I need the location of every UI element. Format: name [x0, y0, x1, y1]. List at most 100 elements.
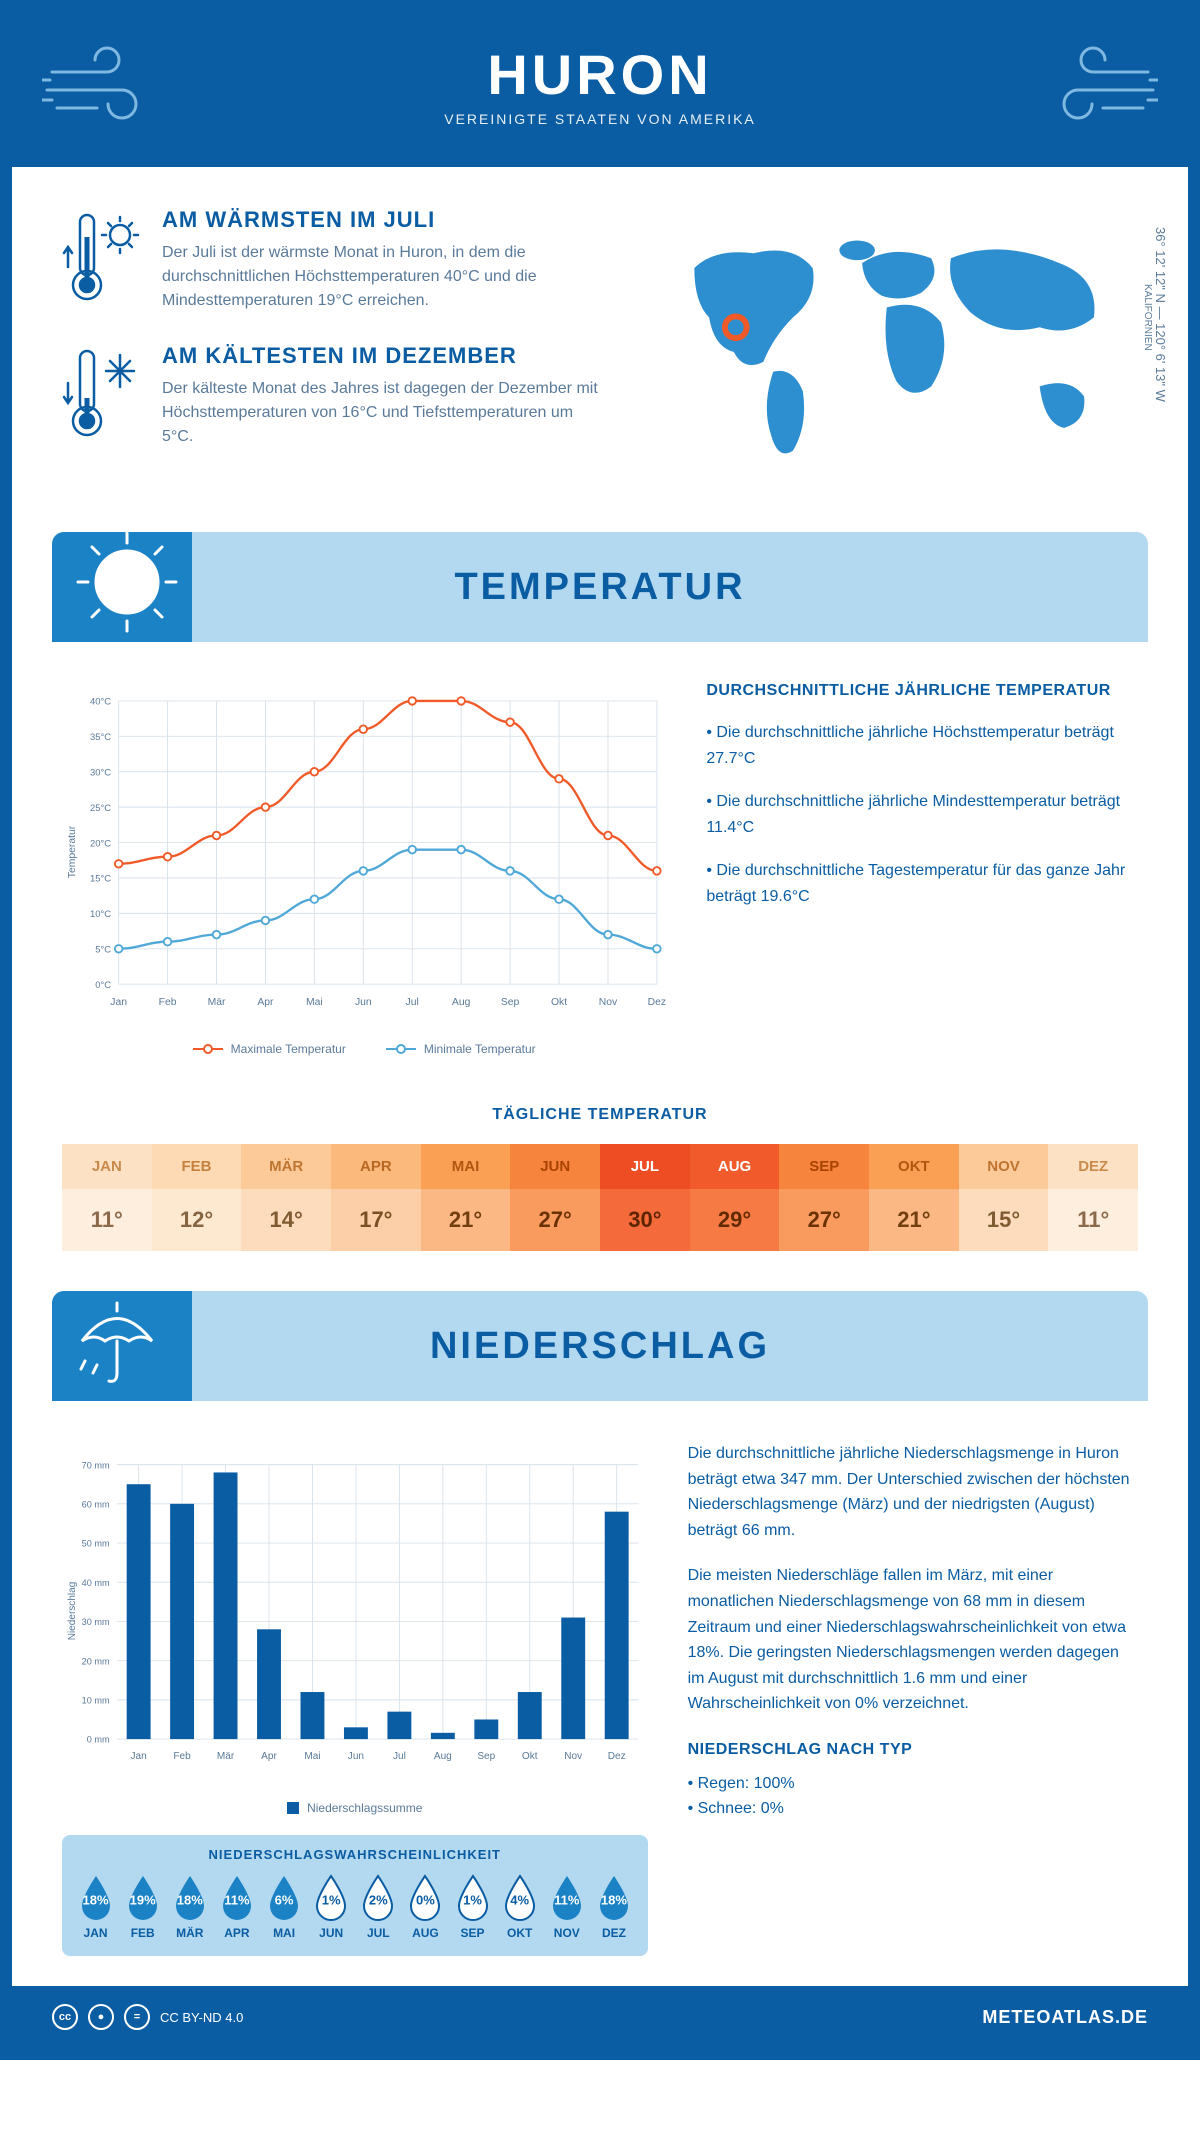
daily-cell: FEB12° — [152, 1144, 242, 1251]
page-subtitle: VEREINIGTE STAATEN VON AMERIKA — [32, 111, 1168, 127]
fact-title: AM WÄRMSTEN IM JULI — [162, 207, 605, 233]
svg-text:Sep: Sep — [477, 1751, 495, 1762]
nd-icon: = — [124, 2004, 150, 2030]
daily-cell: JUN27° — [510, 1144, 600, 1251]
daily-cell: JUL30° — [600, 1144, 690, 1251]
svg-text:Nov: Nov — [564, 1751, 582, 1762]
probability-cell: 2% JUL — [355, 1874, 402, 1940]
temp-legend: .legend-line[style*='f05a28']::before{bo… — [62, 1042, 666, 1056]
precipitation-left: 0 mm10 mm20 mm30 mm40 mm50 mm60 mm70 mmJ… — [62, 1441, 648, 1956]
svg-text:20 mm: 20 mm — [82, 1656, 110, 1666]
coordinates: 36° 12' 12" N — 120° 6' 13" W KALIFORNIE… — [1142, 227, 1168, 402]
svg-text:40 mm: 40 mm — [82, 1578, 110, 1588]
svg-text:Mai: Mai — [304, 1751, 320, 1762]
precipitation-header: NIEDERSCHLAG — [52, 1291, 1148, 1401]
fact-text: Der Juli ist der wärmste Monat in Huron,… — [162, 241, 605, 313]
raindrop-icon: 18% — [76, 1874, 116, 1922]
daily-temp-title: TÄGLICHE TEMPERATUR — [12, 1106, 1188, 1124]
svg-text:35°C: 35°C — [90, 732, 111, 743]
probability-cell: 6% MAI — [261, 1874, 308, 1940]
raindrop-icon: 11% — [547, 1874, 587, 1922]
map-column: 36° 12' 12" N — 120° 6' 13" W KALIFORNIE… — [645, 207, 1138, 492]
thermometer-snow-icon — [62, 343, 142, 443]
precip-legend: Niederschlagssumme — [62, 1801, 648, 1815]
raindrop-icon: 0% — [405, 1874, 445, 1922]
precip-type-row: • Schnee: 0% — [688, 1796, 1138, 1822]
daily-cell: OKT21° — [869, 1144, 959, 1251]
probability-cell: 1% SEP — [449, 1874, 496, 1940]
svg-text:5°C: 5°C — [95, 945, 111, 956]
probability-cell: 11% NOV — [543, 1874, 590, 1940]
sun-icon — [52, 532, 192, 642]
svg-text:Mai: Mai — [306, 997, 323, 1008]
svg-text:Sep: Sep — [501, 997, 520, 1008]
svg-text:Jul: Jul — [393, 1751, 406, 1762]
fact-coldest: AM KÄLTESTEN IM DEZEMBER Der kälteste Mo… — [62, 343, 605, 449]
raindrop-icon: 2% — [358, 1874, 398, 1922]
svg-text:40°C: 40°C — [90, 697, 111, 708]
raindrop-icon: 4% — [500, 1874, 540, 1922]
legend-min: Minimale Temperatur — [424, 1042, 536, 1056]
svg-text:Mär: Mär — [208, 997, 226, 1008]
svg-text:70 mm: 70 mm — [82, 1460, 110, 1470]
daily-cell: SEP27° — [779, 1144, 869, 1251]
svg-text:60 mm: 60 mm — [82, 1499, 110, 1509]
cc-icon: cc — [52, 2004, 78, 2030]
thermometer-sun-icon — [62, 207, 142, 307]
probability-title: NIEDERSCHLAGSWAHRSCHEINLICHKEIT — [72, 1847, 638, 1862]
svg-text:30 mm: 30 mm — [82, 1617, 110, 1627]
svg-text:25°C: 25°C — [90, 803, 111, 814]
svg-text:Feb: Feb — [159, 997, 177, 1008]
svg-text:Temperatur: Temperatur — [67, 825, 78, 878]
fact-title: AM KÄLTESTEN IM DEZEMBER — [162, 343, 605, 369]
temperature-body: 0°C5°C10°C15°C20°C25°C30°C35°C40°CJanFeb… — [12, 642, 1188, 1076]
daily-cell: NOV15° — [959, 1144, 1049, 1251]
license-text: CC BY-ND 4.0 — [160, 2010, 243, 2025]
svg-text:Jan: Jan — [110, 997, 127, 1008]
world-map-icon — [645, 207, 1138, 487]
raindrop-icon: 6% — [264, 1874, 304, 1922]
summary-bullet: • Die durchschnittliche jährliche Höchst… — [706, 720, 1138, 771]
svg-text:Jul: Jul — [406, 997, 419, 1008]
svg-text:Dez: Dez — [608, 1751, 626, 1762]
header: HURON VEREINIGTE STAATEN VON AMERIKA — [12, 12, 1188, 167]
legend-max: Maximale Temperatur — [231, 1042, 346, 1056]
svg-text:Apr: Apr — [257, 997, 274, 1008]
raindrop-icon: 18% — [594, 1874, 634, 1922]
fact-warmest: AM WÄRMSTEN IM JULI Der Juli ist der wär… — [62, 207, 605, 313]
svg-text:0°C: 0°C — [95, 980, 111, 991]
svg-text:Jun: Jun — [355, 997, 372, 1008]
legend-precip: Niederschlagssumme — [307, 1801, 422, 1815]
probability-cell: 11% APR — [213, 1874, 260, 1940]
svg-text:30°C: 30°C — [90, 768, 111, 779]
precipitation-summary: Die durchschnittliche jährliche Niedersc… — [688, 1441, 1138, 1956]
infographic-page: HURON VEREINIGTE STAATEN VON AMERIKA AM … — [0, 0, 1200, 2060]
svg-text:Apr: Apr — [261, 1751, 277, 1762]
svg-text:Aug: Aug — [452, 997, 471, 1008]
svg-text:Dez: Dez — [648, 997, 666, 1008]
intro-section: AM WÄRMSTEN IM JULI Der Juli ist der wär… — [12, 167, 1188, 522]
section-title: NIEDERSCHLAG — [192, 1325, 1148, 1368]
raindrop-icon: 18% — [170, 1874, 210, 1922]
svg-text:15°C: 15°C — [90, 874, 111, 885]
svg-text:Aug: Aug — [434, 1751, 452, 1762]
daily-cell: APR17° — [331, 1144, 421, 1251]
svg-text:Okt: Okt — [551, 997, 567, 1008]
precip-para: Die meisten Niederschläge fallen im März… — [688, 1563, 1138, 1717]
precip-type-title: NIEDERSCHLAG NACH TYP — [688, 1737, 1138, 1763]
svg-text:Okt: Okt — [522, 1751, 538, 1762]
summary-title: DURCHSCHNITTLICHE JÄHRLICHE TEMPERATUR — [706, 682, 1138, 700]
svg-text:Jan: Jan — [131, 1751, 147, 1762]
precip-type-row: • Regen: 100% — [688, 1771, 1138, 1797]
svg-text:10 mm: 10 mm — [82, 1696, 110, 1706]
license: cc ● = CC BY-ND 4.0 — [52, 2004, 243, 2030]
svg-text:0 mm: 0 mm — [87, 1735, 110, 1745]
precipitation-body: 0 mm10 mm20 mm30 mm40 mm50 mm60 mm70 mmJ… — [12, 1401, 1188, 1986]
probability-box: NIEDERSCHLAGSWAHRSCHEINLICHKEIT 18% JAN … — [62, 1835, 648, 1956]
svg-text:10°C: 10°C — [90, 909, 111, 920]
daily-cell: MÄR14° — [241, 1144, 331, 1251]
site-name: METEOATLAS.DE — [982, 2007, 1148, 2028]
probability-cell: 18% DEZ — [590, 1874, 637, 1940]
raindrop-icon: 11% — [217, 1874, 257, 1922]
probability-cell: 4% OKT — [496, 1874, 543, 1940]
